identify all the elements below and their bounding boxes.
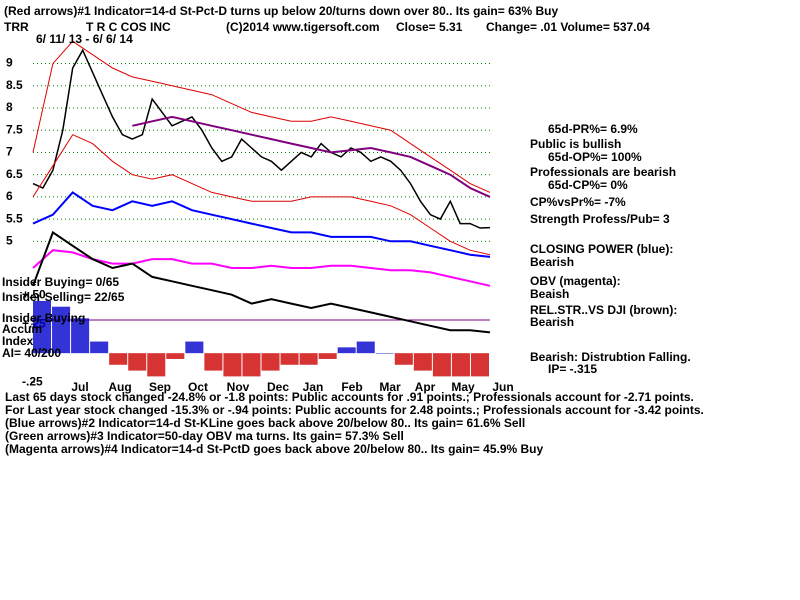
- annotation: OBV (magenta):: [530, 274, 621, 288]
- accum-bar: [318, 353, 337, 359]
- annotation: Public is bullish: [530, 137, 621, 151]
- y-tick-label: 6: [6, 189, 13, 203]
- accum-bar: [280, 353, 299, 365]
- y-tick-label: 5: [6, 234, 13, 248]
- x-tick-label: Apr: [415, 380, 436, 394]
- y-tick-label: 8: [6, 100, 13, 114]
- series-line: [32, 191, 491, 258]
- y-tick-label: 7.5: [6, 122, 23, 136]
- accum-bar: [413, 353, 432, 371]
- annotation: 65d-OP%= 100%: [548, 150, 642, 164]
- accum-bar: [166, 353, 185, 359]
- annotation: 65d-CP%= 0%: [548, 178, 628, 192]
- accum-bar: [432, 353, 451, 377]
- accum-bar: [147, 353, 166, 377]
- x-tick-label: Aug: [108, 380, 131, 394]
- accum-bar: [451, 353, 470, 377]
- x-tick-label: Nov: [227, 380, 250, 394]
- annotation: Bearish: [530, 315, 574, 329]
- series-line: [32, 40, 491, 193]
- x-tick-label: Oct: [188, 380, 208, 394]
- annotation: AI= 40/200: [2, 346, 61, 360]
- accum-bar: [185, 341, 204, 354]
- accum-bar: [204, 353, 223, 371]
- accum-bar: [337, 347, 356, 354]
- annotation: Insider Buying: [2, 311, 85, 325]
- series-line: [132, 115, 491, 198]
- annotation: Bearish: [530, 255, 574, 269]
- annotation: TRR: [4, 20, 29, 34]
- annotation: T R C COS INC: [86, 20, 171, 34]
- annotation: Beaish: [530, 287, 569, 301]
- x-tick-label: Jan: [303, 380, 324, 394]
- series-line: [32, 134, 491, 256]
- accum-bar: [90, 341, 109, 354]
- accum-bar: [394, 353, 413, 365]
- x-tick-label: Sep: [149, 380, 171, 394]
- y-tick-label: 5.5: [6, 211, 23, 225]
- x-tick-label: Dec: [267, 380, 289, 394]
- annotation: 6/ 11/ 13 - 6/ 6/ 14: [36, 32, 133, 46]
- annotation: Insider Selling= 22/65: [2, 290, 125, 304]
- series-line: [32, 230, 491, 334]
- accum-bar: [261, 353, 280, 371]
- x-tick-label: Jul: [71, 380, 88, 394]
- accum-bar: [375, 353, 394, 354]
- annotation: 65d-PR%= 6.9%: [548, 122, 638, 136]
- annotation: Accum: [2, 322, 42, 336]
- annotation: For Last year stock changed -15.3% or -.…: [5, 403, 704, 417]
- annotation: CLOSING POWER (blue):: [530, 242, 673, 256]
- annotation: (Red arrows)#1 Indicator=14-d St-Pct-D t…: [4, 4, 558, 18]
- y-tick-label: 8.5: [6, 78, 23, 92]
- annotation: (C)2014 www.tigersoft.com: [226, 20, 380, 34]
- annotation: REL.STR..VS DJI (brown):: [530, 303, 677, 317]
- accum-bar: [71, 318, 90, 354]
- x-tick-label: Jun: [492, 380, 513, 394]
- accum-bar: [299, 353, 318, 365]
- annotation: Close= 5.31: [396, 20, 463, 34]
- x-tick-label: May: [451, 380, 475, 394]
- annotation: Change= .01 Volume= 537.04: [486, 20, 650, 34]
- accum-bar: [356, 341, 375, 354]
- accum-bar: [470, 353, 489, 377]
- annotation: IP= -.315: [548, 362, 597, 376]
- y-tick-label: 6.5: [6, 167, 23, 181]
- accum-bar: [52, 306, 71, 354]
- x-tick-label: Feb: [341, 380, 362, 394]
- y2-tick-label: +.50: [22, 287, 46, 301]
- accum-bar: [33, 300, 52, 354]
- series-line: [32, 249, 491, 287]
- annotation: Insider Buying= 0/65: [2, 275, 119, 289]
- accum-bar: [223, 353, 242, 377]
- accum-bar: [109, 353, 128, 365]
- y2-tick-label: -.25: [22, 374, 43, 388]
- annotation: Index: [2, 334, 34, 348]
- annotation: Last 65 days stock changed -24.8% or -1.…: [5, 390, 694, 404]
- y-tick-label: 7: [6, 145, 13, 159]
- x-tick-label: Mar: [379, 380, 401, 394]
- annotation: (Blue arrows)#2 Indicator=14-d St-KLine …: [5, 416, 525, 430]
- annotation: Bearish: Distrubtion Falling.: [530, 350, 691, 364]
- accum-bar: [242, 353, 261, 377]
- annotation: (Green arrows)#3 Indicator=50-day OBV ma…: [5, 429, 404, 443]
- annotation: (Magenta arrows)#4 Indicator=14-d St-Pct…: [5, 442, 544, 456]
- accum-bar: [128, 353, 147, 371]
- y-tick-label: 9: [6, 56, 13, 70]
- annotation: CP%vsPr%= -7%: [530, 195, 626, 209]
- series-line: [32, 48, 491, 229]
- annotation: Professionals are bearish: [530, 165, 676, 179]
- annotation: Strength Profess/Pub= 3: [530, 212, 670, 226]
